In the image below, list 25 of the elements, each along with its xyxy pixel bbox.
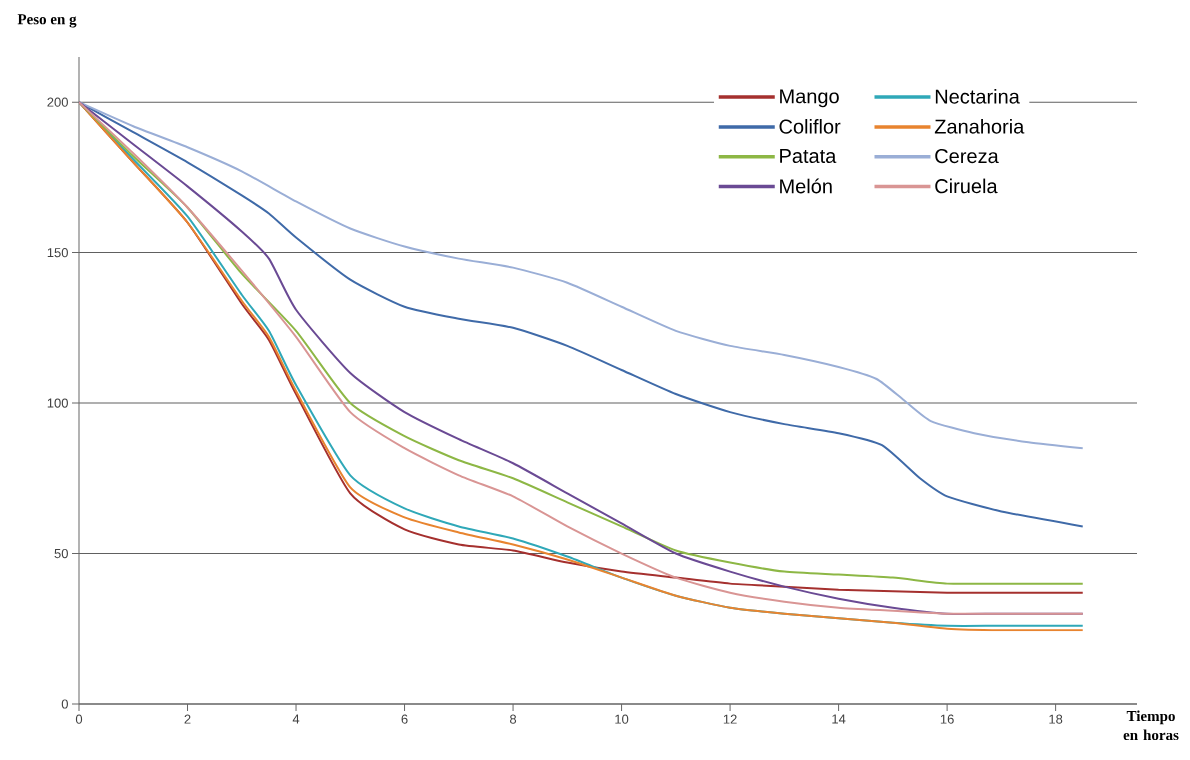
x-tick-label: 16 <box>940 714 954 724</box>
x-tick-label: 2 <box>184 714 191 724</box>
y-tick-label: 50 <box>54 548 68 559</box>
x-tick-label: 10 <box>615 714 629 724</box>
legend-label: Coliflor <box>779 119 841 134</box>
legend-label: Patata <box>780 149 837 164</box>
x-tick-label: 8 <box>510 714 517 724</box>
legend-label: Cereza <box>935 149 999 164</box>
legend-label: Melón <box>780 178 832 194</box>
legend-label: Ciruela <box>935 178 998 194</box>
legend-label: Nectarina <box>935 89 1020 104</box>
legend-label: Mango <box>780 89 839 108</box>
x-tick-label: 4 <box>292 714 300 724</box>
y-tick-label: 100 <box>47 398 68 408</box>
x-tick-label: 12 <box>723 714 737 724</box>
x-tick-label: 18 <box>1049 714 1063 724</box>
legend-label: Zanahoria <box>934 119 1025 134</box>
y-tick-label: 0 <box>61 699 68 709</box>
x-tick-label: 14 <box>832 714 846 724</box>
x-axis-title: Tiempo en horas <box>1123 710 1179 741</box>
x-tick-label: 6 <box>401 714 408 724</box>
x-tick-label: 0 <box>75 714 83 724</box>
y-axis-title: Peso en g <box>17 14 77 28</box>
y-tick-label: 200 <box>47 97 68 107</box>
y-tick-label: 150 <box>47 247 68 258</box>
